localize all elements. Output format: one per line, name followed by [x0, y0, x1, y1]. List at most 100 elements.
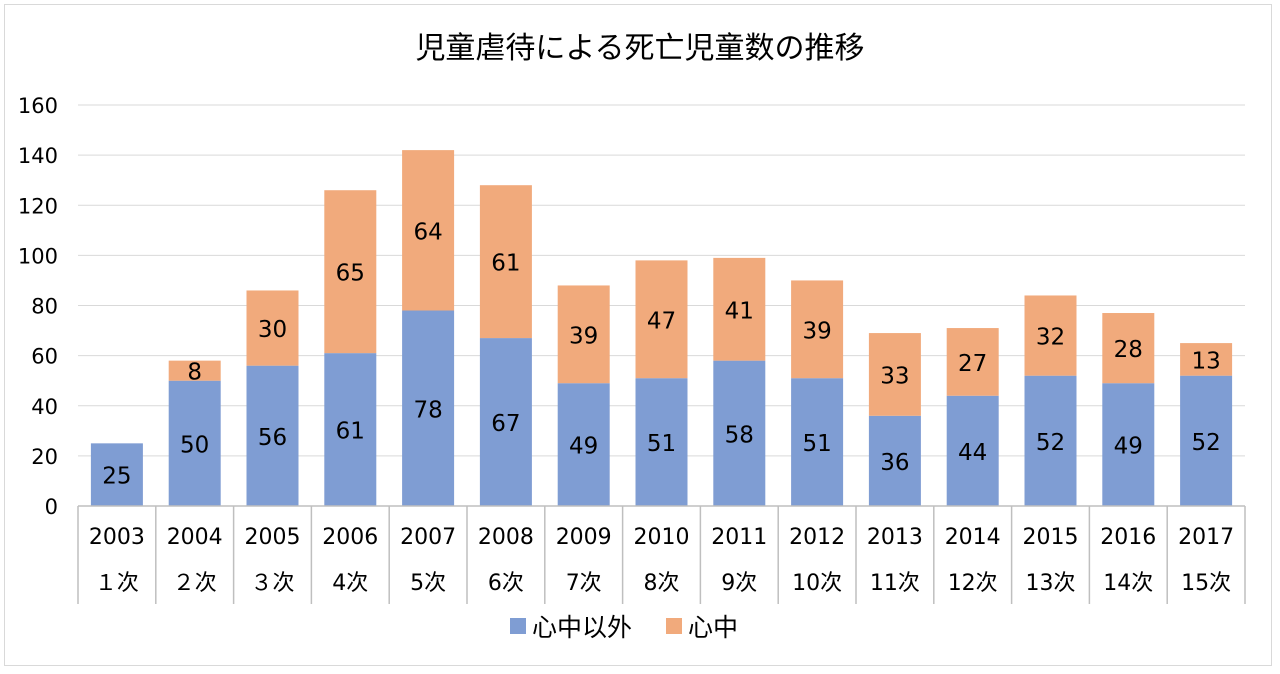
- chart-frame: [4, 4, 1272, 666]
- data-label: 61: [491, 251, 520, 277]
- data-label: 41: [725, 298, 754, 324]
- data-label: 78: [413, 397, 442, 423]
- y-tick-label: 60: [31, 345, 58, 369]
- y-tick-label: 160: [18, 94, 58, 118]
- x-tick-label-round: 13次: [1026, 571, 1076, 596]
- bar-non-shinju: [1102, 383, 1155, 506]
- y-tick-label: 100: [18, 244, 58, 268]
- y-tick-label: 0: [45, 495, 58, 519]
- x-tick-label-round: ３次: [250, 571, 294, 596]
- bar-non-shinju: [1024, 375, 1077, 506]
- x-tick-label-year: 2012: [789, 525, 845, 550]
- data-label: 51: [647, 431, 676, 457]
- y-tick-label: 20: [31, 445, 58, 469]
- data-label: 39: [569, 323, 598, 349]
- bar-shinju: [791, 280, 844, 379]
- bar-non-shinju: [557, 383, 610, 506]
- x-tick-label-year: 2010: [634, 525, 690, 550]
- x-tick-label-round: ２次: [173, 571, 217, 596]
- x-tick-label-year: 2015: [1023, 525, 1079, 550]
- legend-swatch: [510, 618, 526, 634]
- bar-non-shinju: [90, 443, 143, 506]
- legend-label: 心中: [688, 613, 738, 642]
- y-tick-label: 80: [31, 295, 58, 319]
- data-label: 56: [258, 425, 287, 451]
- x-tick-label-round: 5次: [410, 571, 446, 596]
- data-label: 32: [1036, 325, 1065, 351]
- data-label: 8: [187, 360, 202, 386]
- data-label: 30: [258, 317, 287, 343]
- x-tick-label-round: 8次: [644, 571, 680, 596]
- x-tick-label-round: 7次: [566, 571, 602, 596]
- x-tick-label-year: 2009: [556, 525, 612, 550]
- data-label: 36: [880, 450, 909, 476]
- x-tick-label-round: 12次: [948, 571, 998, 596]
- x-tick-label-year: 2006: [322, 525, 378, 550]
- x-tick-label-year: 2013: [867, 525, 923, 550]
- x-tick-label-round: 6次: [488, 571, 524, 596]
- x-tick-label-round: 10次: [792, 571, 842, 596]
- data-label: 64: [413, 219, 442, 245]
- x-tick-label-round: 15次: [1181, 571, 1231, 596]
- bar-non-shinju: [946, 395, 999, 506]
- data-label: 27: [958, 351, 987, 377]
- y-tick-label: 40: [31, 395, 58, 419]
- data-label: 51: [802, 431, 831, 457]
- legend-swatch: [666, 618, 682, 634]
- x-tick-label-round: 9次: [721, 571, 757, 596]
- x-tick-label-round: １次: [95, 571, 139, 596]
- y-tick-label: 140: [18, 144, 58, 168]
- x-tick-label-year: 2014: [945, 525, 1001, 550]
- bar-non-shinju: [324, 353, 377, 506]
- y-tick-label: 120: [18, 194, 58, 218]
- data-label: 47: [647, 308, 676, 334]
- bar-shinju: [946, 328, 999, 396]
- bar-shinju: [246, 290, 299, 366]
- data-label: 49: [1114, 434, 1143, 460]
- data-label: 39: [802, 318, 831, 344]
- x-tick-label-year: 2004: [167, 525, 223, 550]
- data-label: 65: [336, 261, 365, 287]
- data-label: 58: [725, 422, 754, 448]
- x-tick-label-round: 11次: [870, 571, 920, 596]
- x-tick-label-year: 2007: [400, 525, 456, 550]
- x-tick-label-year: 2016: [1100, 525, 1156, 550]
- x-tick-label-year: 2005: [245, 525, 301, 550]
- data-label: 61: [336, 419, 365, 445]
- data-label: 52: [1036, 430, 1065, 456]
- bar-shinju: [324, 190, 377, 354]
- x-tick-label-year: 2003: [89, 525, 145, 550]
- bar-non-shinju: [635, 378, 688, 506]
- data-label: 49: [569, 434, 598, 460]
- bar-non-shinju: [402, 310, 455, 506]
- bar-shinju: [1024, 295, 1077, 376]
- bar-non-shinju: [1180, 375, 1233, 506]
- bar-shinju: [479, 185, 532, 339]
- bar-shinju: [557, 285, 610, 384]
- bar-non-shinju: [791, 378, 844, 506]
- legend-label: 心中以外: [532, 613, 632, 642]
- bar-shinju: [168, 360, 221, 381]
- bar-non-shinju: [713, 360, 766, 506]
- bar-shinju: [1180, 343, 1233, 376]
- data-label: 50: [180, 432, 209, 458]
- data-label: 33: [880, 363, 909, 389]
- x-tick-label-round: 4次: [332, 571, 368, 596]
- x-tick-label-year: 2011: [711, 525, 767, 550]
- bar-shinju: [713, 257, 766, 361]
- bar-shinju: [402, 150, 455, 311]
- bar-shinju: [1102, 313, 1155, 384]
- data-label: 13: [1191, 348, 1220, 374]
- bar-shinju: [635, 260, 688, 379]
- data-label: 44: [958, 440, 987, 466]
- bar-non-shinju: [246, 365, 299, 506]
- bar-shinju: [868, 333, 921, 416]
- data-label: 25: [102, 464, 131, 490]
- x-tick-label-year: 2017: [1178, 525, 1234, 550]
- chart-title: 児童虐待による死亡児童数の推移: [415, 31, 864, 66]
- data-label: 67: [491, 411, 520, 437]
- bar-non-shinju: [168, 380, 221, 506]
- data-label: 52: [1191, 430, 1220, 456]
- bar-non-shinju: [479, 338, 532, 506]
